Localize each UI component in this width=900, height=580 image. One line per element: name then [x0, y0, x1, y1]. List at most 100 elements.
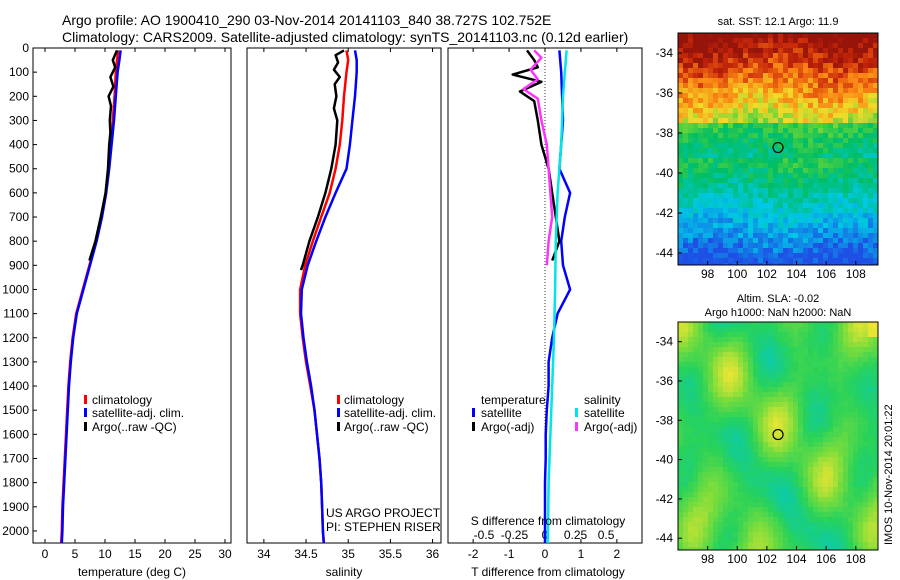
- heatmap-cell: [838, 452, 844, 458]
- heatmap-cell: [783, 158, 789, 164]
- heatmap-cell: [818, 223, 824, 229]
- heatmap-cell: [828, 457, 834, 463]
- heatmap-cell: [783, 218, 789, 224]
- heatmap-cell: [868, 133, 874, 139]
- heatmap-cell: [703, 542, 709, 548]
- heatmap-cell: [698, 233, 704, 239]
- heatmap-cell: [748, 53, 754, 59]
- heatmap-cell: [693, 477, 699, 483]
- heatmap-cell: [813, 193, 819, 199]
- heatmap-cell: [743, 258, 749, 264]
- heatmap-cell: [683, 48, 689, 54]
- depth-tick-label: 1500: [2, 403, 29, 417]
- heatmap-cell: [693, 53, 699, 59]
- heatmap-cell: [703, 123, 709, 129]
- heatmap-cell: [698, 487, 704, 493]
- heatmap-cell: [823, 447, 829, 453]
- heatmap-cell: [798, 337, 804, 343]
- heatmap-cell: [808, 38, 814, 44]
- heatmap-cell: [698, 108, 704, 114]
- heatmap-cell: [758, 223, 764, 229]
- heatmap-cell: [793, 377, 799, 383]
- heatmap-cell: [843, 248, 849, 254]
- heatmap-cell: [718, 118, 724, 124]
- heatmap-cell: [733, 228, 739, 234]
- heatmap-cell: [813, 392, 819, 398]
- heatmap-cell: [823, 233, 829, 239]
- heatmap-cell: [688, 447, 694, 453]
- heatmap-cell: [748, 457, 754, 463]
- heatmap-cell: [828, 228, 834, 234]
- heatmap-cell: [708, 248, 714, 254]
- heatmap-cell: [803, 457, 809, 463]
- heatmap-cell: [868, 532, 874, 538]
- heatmap-cell: [873, 457, 878, 463]
- heatmap-cell: [798, 218, 804, 224]
- heatmap-cell: [763, 327, 769, 333]
- heatmap-cell: [868, 83, 874, 89]
- heatmap-cell: [783, 123, 789, 129]
- heatmap-cell: [758, 517, 764, 523]
- heatmap-cell: [693, 103, 699, 109]
- heatmap-cell: [783, 382, 789, 388]
- heatmap-cell: [823, 183, 829, 189]
- heatmap-cell: [848, 332, 854, 338]
- latitude-tick-label: -40: [656, 453, 674, 467]
- heatmap-cell: [823, 522, 829, 528]
- depth-tick-label: 1800: [2, 476, 29, 490]
- heatmap-cell: [678, 88, 684, 94]
- heatmap-cell: [708, 258, 714, 264]
- heatmap-cell: [873, 452, 878, 458]
- heatmap-cell: [703, 43, 709, 49]
- heatmap-cell: [753, 387, 759, 393]
- heatmap-cell: [858, 53, 864, 59]
- heatmap-cell: [868, 452, 874, 458]
- heatmap-cell: [858, 457, 864, 463]
- heatmap-cell: [703, 322, 709, 328]
- heatmap-cell: [818, 502, 824, 508]
- heatmap-cell: [838, 228, 844, 234]
- heatmap-cell: [828, 53, 834, 59]
- heatmap-cell: [783, 417, 789, 423]
- heatmap-cell: [703, 487, 709, 493]
- heatmap-cell: [848, 168, 854, 174]
- heatmap-cell: [858, 392, 864, 398]
- heatmap-cell: [803, 537, 809, 543]
- heatmap-cell: [838, 342, 844, 348]
- heatmap-cell: [713, 337, 719, 343]
- heatmap-cell: [698, 208, 704, 214]
- heatmap-cell: [818, 68, 824, 74]
- heatmap-cell: [718, 372, 724, 378]
- heatmap-cell: [718, 527, 724, 533]
- heatmap-cell: [693, 407, 699, 413]
- heatmap-cell: [743, 522, 749, 528]
- heatmap-cell: [698, 472, 704, 478]
- heatmap-cell: [818, 322, 824, 328]
- salinity-line-argo-raw-qc: [299, 49, 345, 271]
- heatmap-cell: [693, 472, 699, 478]
- heatmap-cell: [843, 53, 849, 59]
- heatmap-cell: [848, 407, 854, 413]
- heatmap-cell: [708, 332, 714, 338]
- heatmap-cell: [773, 218, 779, 224]
- heatmap-cell: [698, 347, 704, 353]
- t-difference-xlabel: T difference from climatology: [471, 565, 625, 579]
- heatmap-cell: [793, 357, 799, 363]
- heatmap-cell: [838, 43, 844, 49]
- heatmap-cell: [753, 467, 759, 473]
- heatmap-cell: [873, 512, 878, 518]
- heatmap-cell: [833, 228, 839, 234]
- heatmap-cell: [868, 58, 874, 64]
- heatmap-cell: [843, 178, 849, 184]
- heatmap-cell: [823, 158, 829, 164]
- heatmap-cell: [703, 113, 709, 119]
- heatmap-cell: [853, 452, 859, 458]
- heatmap-cell: [848, 243, 854, 249]
- heatmap-cell: [838, 437, 844, 443]
- heatmap-cell: [853, 33, 859, 39]
- heatmap-cell: [728, 507, 734, 513]
- heatmap-cell: [703, 243, 709, 249]
- heatmap-cell: [778, 238, 784, 244]
- heatmap-cell: [873, 198, 878, 204]
- heatmap-cell: [678, 422, 684, 428]
